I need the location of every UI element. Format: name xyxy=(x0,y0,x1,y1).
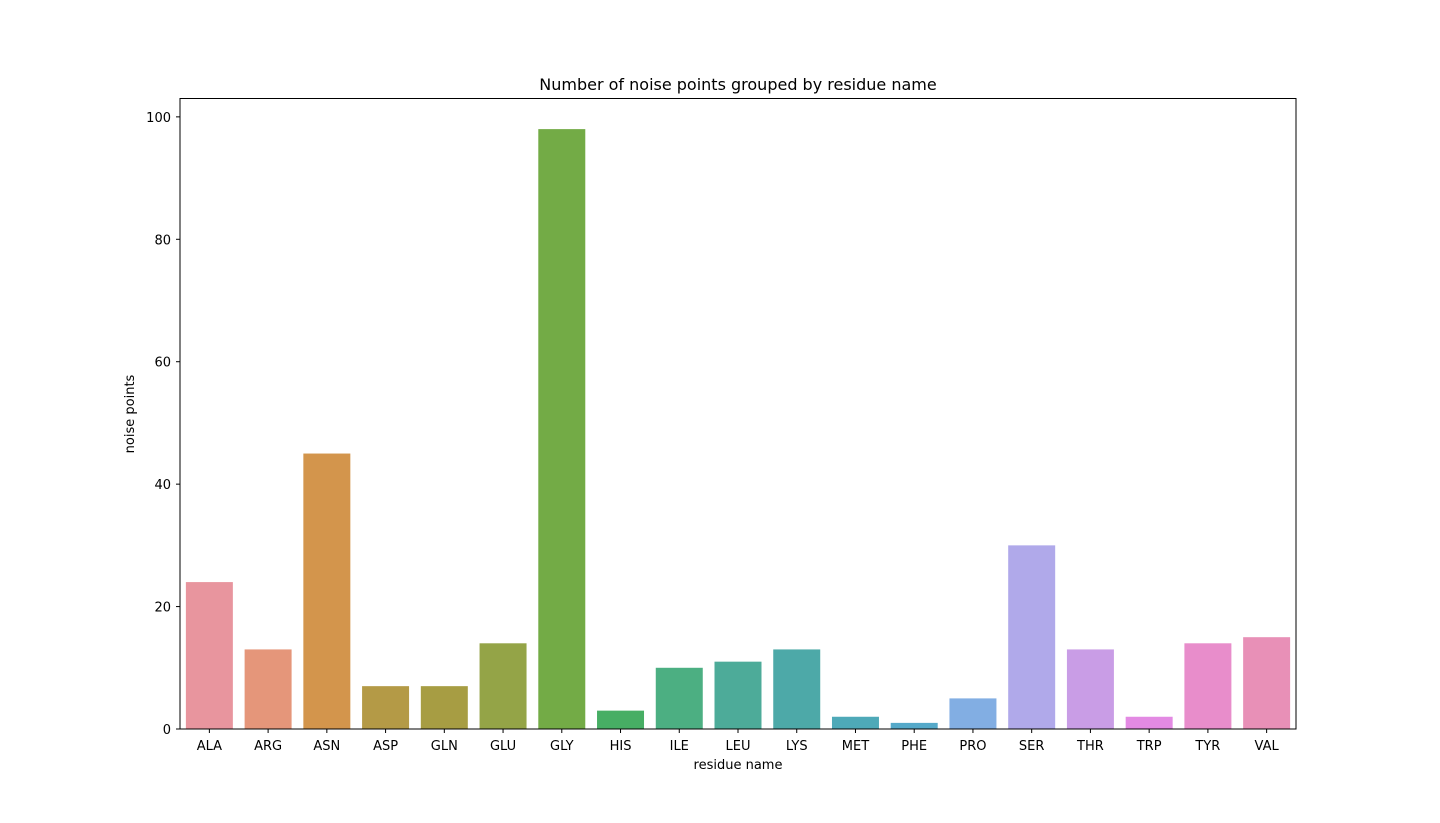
y-tick-label-0: 0 xyxy=(163,723,171,738)
y-axis-ticks: 0 20 40 60 80 100 xyxy=(146,111,180,738)
x-tick-label-trp: TRP xyxy=(1136,739,1162,754)
x-tick-label-arg: ARG xyxy=(254,739,282,754)
bar-ile xyxy=(655,667,703,729)
chart-title: Number of noise points grouped by residu… xyxy=(539,75,936,94)
bar-gln xyxy=(420,686,468,729)
y-tick-label-40: 40 xyxy=(154,478,171,493)
bar-asp xyxy=(362,686,410,729)
x-tick-label-gly: GLY xyxy=(550,739,574,754)
x-tick-label-glu: GLU xyxy=(490,739,516,754)
bar-asn xyxy=(303,453,351,729)
bar-arg xyxy=(244,649,292,729)
y-tick-label-100: 100 xyxy=(146,111,171,126)
x-tick-label-gln: GLN xyxy=(431,739,458,754)
x-tick-label-his: HIS xyxy=(610,739,632,754)
x-tick-label-val: VAL xyxy=(1255,739,1280,754)
bar-pro xyxy=(949,698,997,729)
x-tick-label-ser: SER xyxy=(1019,739,1045,754)
bar-ser xyxy=(1008,545,1056,729)
bar-phe xyxy=(890,722,938,729)
x-tick-label-leu: LEU xyxy=(726,739,751,754)
x-tick-label-tyr: TYR xyxy=(1194,739,1220,754)
bar-gly xyxy=(538,129,586,729)
x-axis-ticks: ALA ARG ASN ASP GLN GLU GLY HIS ILE LEU LYS MET PHE P… xyxy=(197,729,1280,754)
bar-leu xyxy=(714,661,762,729)
bar-his xyxy=(597,710,645,729)
x-axis-label: residue name xyxy=(694,758,783,773)
bar-tyr xyxy=(1184,643,1232,729)
x-tick-label-asn: ASN xyxy=(313,739,340,754)
x-tick-label-met: MET xyxy=(842,739,869,754)
x-tick-label-thr: THR xyxy=(1076,739,1104,754)
bar-thr xyxy=(1066,649,1114,729)
bars-group xyxy=(185,129,1291,729)
y-tick-label-20: 20 xyxy=(154,601,171,616)
x-tick-label-pro: PRO xyxy=(959,739,986,754)
y-tick-label-60: 60 xyxy=(154,356,171,371)
x-tick-label-phe: PHE xyxy=(901,739,927,754)
x-tick-label-ile: ILE xyxy=(670,739,689,754)
x-tick-label-asp: ASP xyxy=(373,739,398,754)
bar-trp xyxy=(1125,716,1173,729)
bar-val xyxy=(1243,637,1291,729)
plot-frame xyxy=(179,98,1297,730)
bar-ala xyxy=(185,582,233,729)
x-tick-label-ala: ALA xyxy=(197,739,222,754)
y-axis-label: noise points xyxy=(123,374,138,453)
bar-glu xyxy=(479,643,527,729)
y-tick-label-80: 80 xyxy=(154,233,171,248)
bar-met xyxy=(831,716,879,729)
x-tick-label-lys: LYS xyxy=(786,739,808,754)
bar-lys xyxy=(773,649,821,729)
